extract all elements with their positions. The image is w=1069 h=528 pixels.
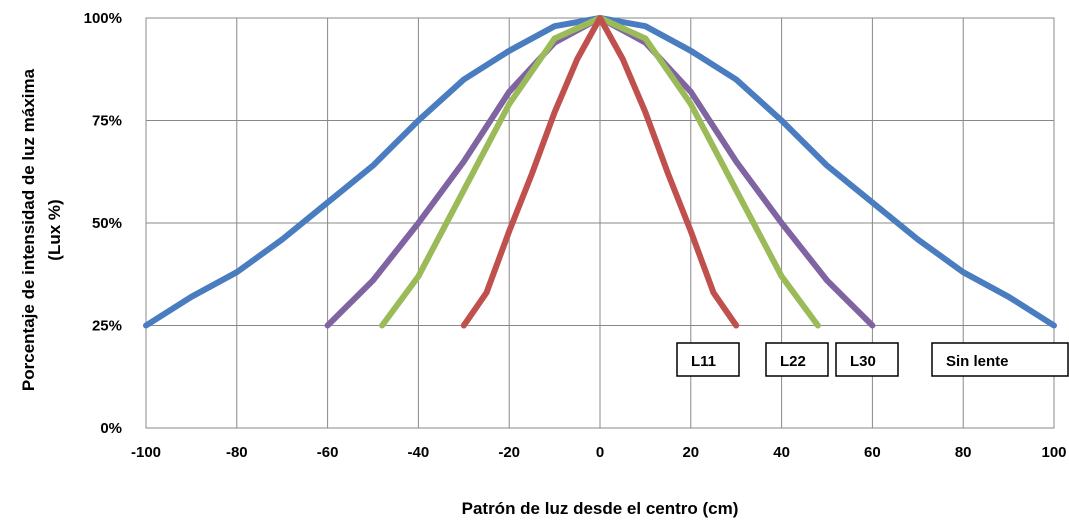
y-tick-label: 0%: [100, 420, 122, 437]
y-tick-label: 100%: [84, 10, 122, 27]
series-callouts: L11 L22 L30 Sin lente: [676, 342, 1069, 377]
x-tick-label: -100: [131, 444, 161, 461]
x-tick-label: -80: [226, 444, 248, 461]
y-axis-title-line1: Porcentaje de intensidad de luz máxima: [19, 68, 38, 391]
callout-label-l11: L11: [691, 353, 716, 370]
x-tick-label: 20: [682, 444, 699, 461]
y-axis-title-line2: (Lux %): [45, 199, 64, 260]
y-tick-label: 25%: [92, 318, 122, 335]
callout-box-l11: [676, 342, 740, 377]
x-tick-label: -60: [317, 444, 339, 461]
callout-box-l22: [765, 342, 829, 377]
x-tick-label: -20: [498, 444, 520, 461]
x-axis-title: Patrón de luz desde el centro (cm): [462, 499, 739, 518]
callout-label-sin-lente: Sin lente: [946, 353, 1009, 370]
y-tick-label: 75%: [92, 113, 122, 130]
series-line-l11: [460, 15, 740, 329]
x-tick-label: 60: [864, 444, 881, 461]
y-tick-label: 50%: [92, 215, 122, 232]
x-tick-label: 100: [1041, 444, 1066, 461]
callout-box-l30: [835, 342, 899, 377]
x-tick-label: 80: [955, 444, 972, 461]
x-tick-label: 40: [773, 444, 790, 461]
tick-labels: -100 -80 -60 -40 -20 0 20 40 60 80 100 0% 25% 50% 75% 1…: [84, 10, 1067, 461]
callout-box-sin-lente: [931, 342, 1069, 377]
x-tick-label: 0: [596, 444, 604, 461]
series-layer: [143, 15, 1057, 329]
callout-label-l30: L30: [850, 353, 876, 370]
x-tick-label: -40: [408, 444, 430, 461]
callout-label-l22: L22: [780, 353, 806, 370]
